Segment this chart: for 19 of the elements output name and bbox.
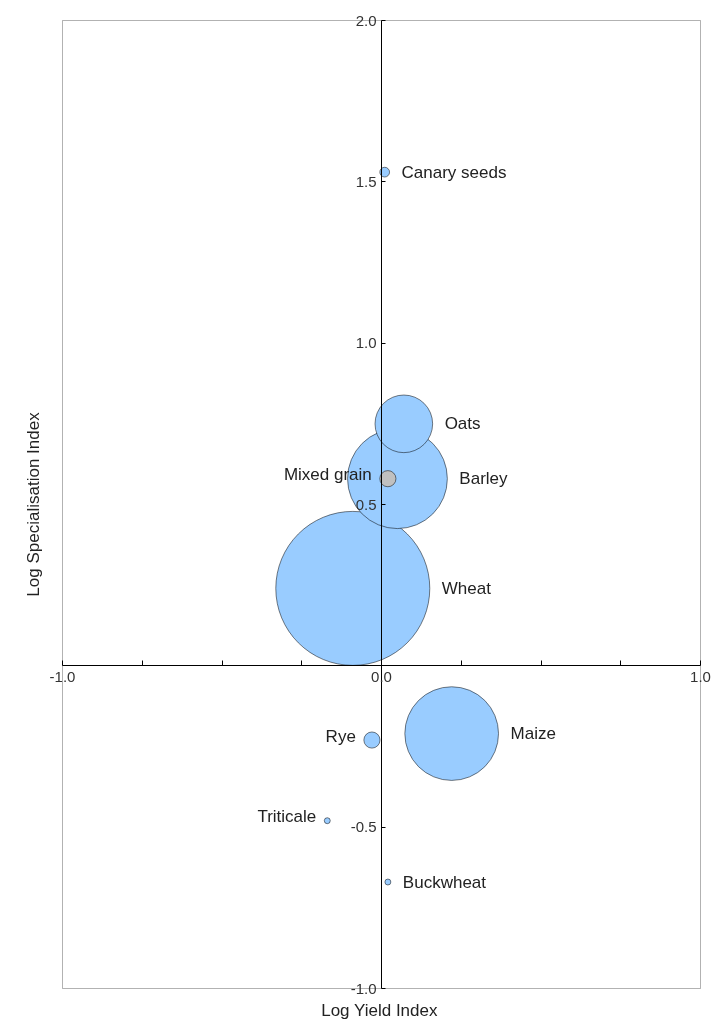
series-label: Canary seeds (401, 162, 507, 182)
y-tick-label: 0.5 (355, 495, 377, 513)
series-label: Mixed grain (283, 465, 372, 485)
series-label: Triticale (257, 807, 317, 827)
series-label: Oats (444, 414, 481, 434)
series-label: Rye (325, 726, 356, 746)
y-tick-label: -0.5 (350, 818, 377, 836)
series-label: Wheat (441, 578, 492, 598)
y-tick-label: 1.0 (355, 334, 377, 352)
y-tick-label: 2.0 (355, 11, 377, 29)
y-tick-label: -1.0 (350, 979, 377, 997)
x-tick-label: 1.0 (690, 667, 711, 685)
series-label: Barley (459, 469, 509, 489)
y-axis-title: Log Specialisation Index (23, 411, 43, 597)
x-axis-title: Log Yield Index (321, 1000, 438, 1020)
series-label: Maize (510, 724, 556, 744)
y-tick-label: 1.5 (355, 172, 377, 190)
x-tick-label: -1.0 (49, 667, 76, 685)
series-label: Buckwheat (402, 872, 487, 892)
